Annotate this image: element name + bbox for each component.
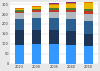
Bar	[66, 10, 76, 12]
Bar	[84, 21, 93, 34]
Bar	[49, 45, 59, 64]
Bar	[49, 30, 59, 45]
Bar	[15, 12, 24, 13]
Bar	[84, 2, 93, 3]
Bar	[15, 10, 24, 12]
Bar	[66, 2, 76, 3]
Bar	[84, 46, 93, 64]
Bar	[15, 30, 24, 45]
Bar	[66, 12, 76, 19]
Bar	[32, 45, 41, 64]
Bar	[66, 19, 76, 31]
Bar	[15, 19, 24, 30]
Bar	[49, 4, 59, 5]
Bar	[15, 8, 24, 9]
Bar	[49, 3, 59, 4]
Bar	[66, 31, 76, 45]
Bar	[66, 45, 76, 64]
Bar	[49, 10, 59, 12]
Bar	[32, 10, 41, 12]
Bar	[32, 9, 41, 10]
Bar	[66, 4, 76, 8]
Bar	[84, 34, 93, 46]
Bar	[32, 12, 41, 18]
Bar	[66, 3, 76, 4]
Bar	[84, 0, 93, 2]
Bar	[84, 14, 93, 21]
Bar	[15, 13, 24, 19]
Bar	[15, 45, 24, 64]
Bar	[84, 3, 93, 9]
Bar	[84, 9, 93, 11]
Bar	[49, 8, 59, 10]
Bar	[49, 12, 59, 18]
Bar	[49, 5, 59, 8]
Bar	[32, 7, 41, 9]
Bar	[15, 9, 24, 10]
Bar	[32, 6, 41, 7]
Bar	[84, 11, 93, 14]
Bar	[32, 30, 41, 45]
Bar	[32, 18, 41, 30]
Bar	[49, 18, 59, 30]
Bar	[66, 8, 76, 10]
